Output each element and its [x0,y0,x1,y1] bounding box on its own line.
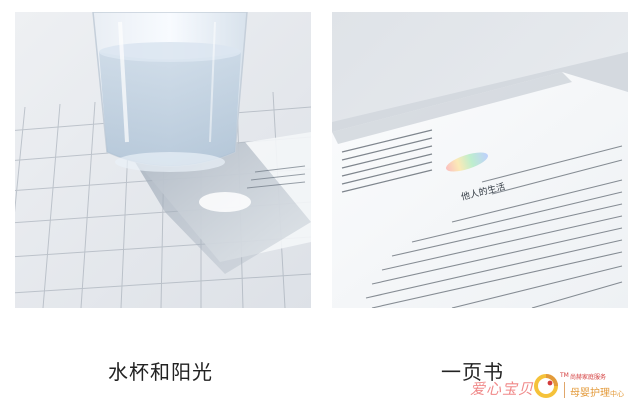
brand-divider [564,382,565,398]
caption-water-glass: 水杯和阳光 [108,360,213,384]
brand-name-cn: 爱心宝贝 [470,380,535,398]
book-photo-canvas: 他人的生活 [332,12,628,308]
brand-logo-icon [534,374,558,398]
caption-book-page: 一页书 [441,360,504,384]
brand-center-main: 母婴护理 [570,388,610,399]
brand-center-name: 母婴护理中心 [570,384,624,399]
open-book-photo: 他人的生活 [332,12,628,308]
brand-tagline: 尚赫家庭服务 [570,374,607,381]
brand-trademark: TM [560,372,569,379]
brand-watermark: 爱心宝贝 TM 尚赫家庭服务 母婴护理中心 [470,370,636,404]
glass-of-water-photo [15,12,311,308]
glass-photo-canvas [15,12,311,308]
brand-center-suffix: 中心 [610,390,624,398]
